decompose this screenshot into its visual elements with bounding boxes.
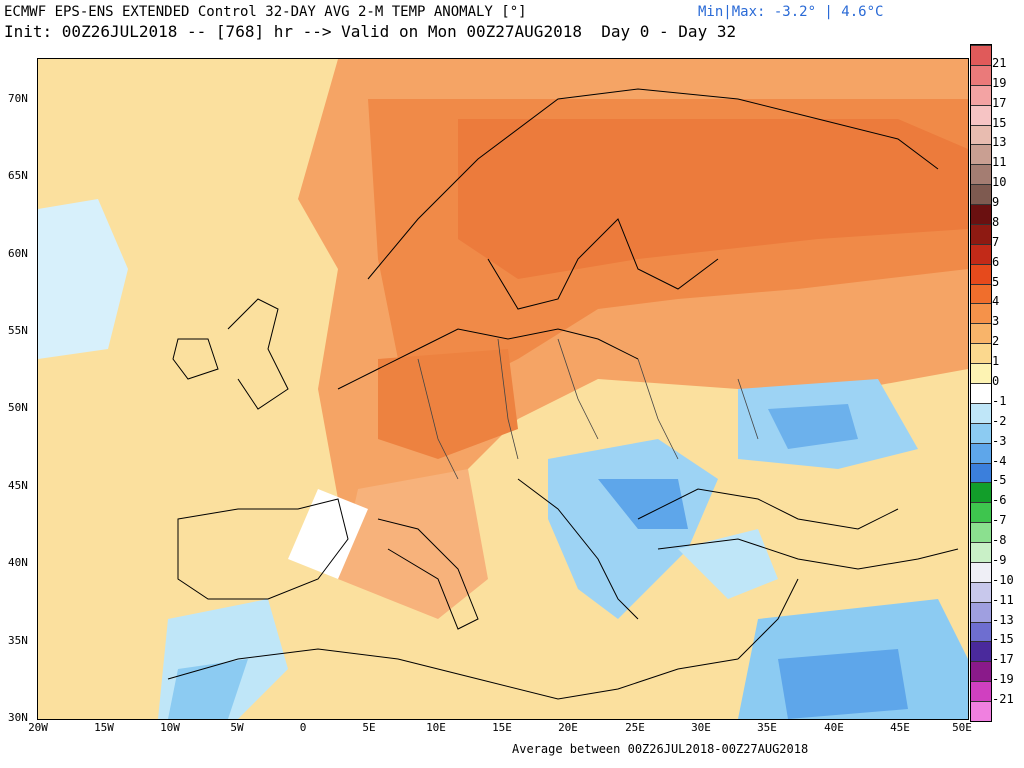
colorbar-label: 13 (992, 135, 1007, 150)
colorbar-segment (971, 283, 991, 304)
colorbar-label: 9 (992, 195, 1000, 210)
lon-label-0: 0 (299, 721, 307, 734)
colorbar-label: -21 (992, 692, 1014, 707)
lon-label-5e: 5E (362, 721, 376, 734)
lon-label-25e: 25E (625, 721, 645, 734)
colorbar-segment (971, 204, 991, 224)
colorbar-label: 7 (992, 234, 1000, 249)
colorbar-label: -3 (992, 433, 1007, 448)
colorbar (970, 44, 992, 722)
lat-label-35n: 35N (8, 634, 28, 647)
colorbar-label: -4 (992, 453, 1007, 468)
lon-label-50e: 50E (952, 721, 972, 734)
colorbar-label: 10 (992, 175, 1007, 190)
colorbar-label: 15 (992, 115, 1007, 130)
colorbar-label: 11 (992, 155, 1007, 170)
colorbar-label: -6 (992, 493, 1007, 508)
colorbar-segment (971, 701, 991, 721)
colorbar-label: -8 (992, 533, 1007, 548)
colorbar-segment (971, 323, 991, 344)
lon-label-40e: 40E (824, 721, 844, 734)
lat-label-50n: 50N (8, 401, 28, 414)
colorbar-segment (971, 661, 991, 682)
lon-label-35e: 35E (757, 721, 777, 734)
colorbar-label: -2 (992, 413, 1007, 428)
lat-label-60n: 60N (8, 247, 28, 260)
colorbar-segment (971, 84, 991, 105)
minmax-readout: Min|Max: -3.2° | 4.6°C (698, 4, 884, 20)
colorbar-label: -17 (992, 652, 1014, 667)
colorbar-label: 5 (992, 274, 1000, 289)
colorbar-segment (971, 561, 991, 582)
colorbar-label: 19 (992, 75, 1007, 90)
colorbar-segment (971, 303, 991, 324)
colorbar-segment (971, 363, 991, 383)
colorbar-segment (971, 164, 991, 185)
colorbar-segment (971, 621, 991, 642)
lat-label-30n: 30N (8, 711, 28, 724)
colorbar-segment (971, 542, 991, 562)
colorbar-label: -19 (992, 672, 1014, 687)
colorbar-segment (971, 223, 991, 244)
colorbar-segment (971, 383, 991, 403)
colorbar-label: 2 (992, 334, 1000, 349)
colorbar-segment (971, 124, 991, 145)
colorbar-segment (971, 422, 991, 443)
average-period-text: Average between 00Z26JUL2018-00Z27AUG201… (512, 742, 809, 756)
colorbar-segment (971, 64, 991, 85)
colorbar-segment (971, 462, 991, 483)
lat-label-40n: 40N (8, 556, 28, 569)
colorbar-segment (971, 343, 991, 364)
lon-label-30e: 30E (691, 721, 711, 734)
colorbar-segment (971, 502, 991, 523)
colorbar-segment (971, 482, 991, 503)
colorbar-segment (971, 144, 991, 165)
colorbar-segment (971, 263, 991, 284)
lat-label-65n: 65N (8, 169, 28, 182)
colorbar-label: -7 (992, 513, 1007, 528)
anomaly-map (37, 58, 969, 720)
colorbar-segment (971, 641, 991, 662)
lat-label-45n: 45N (8, 479, 28, 492)
colorbar-segment (971, 104, 991, 125)
colorbar-segment (971, 601, 991, 622)
lon-label-15e: 15E (492, 721, 512, 734)
colorbar-label: -5 (992, 473, 1007, 488)
colorbar-label: 8 (992, 214, 1000, 229)
lon-label-10w: 10W (160, 721, 180, 734)
lon-label-10e: 10E (426, 721, 446, 734)
lon-label-15w: 15W (94, 721, 114, 734)
colorbar-label: 6 (992, 254, 1000, 269)
colorbar-label: -11 (992, 592, 1014, 607)
colorbar-segment (971, 45, 991, 65)
colorbar-label: 21 (992, 55, 1007, 70)
lat-label-70n: 70N (8, 92, 28, 105)
colorbar-segment (971, 681, 991, 702)
chart-title: ECMWF EPS-ENS EXTENDED Control 32-DAY AV… (4, 4, 527, 20)
lon-label-20w: 20W (28, 721, 48, 734)
colorbar-label: 4 (992, 294, 1000, 309)
colorbar-segment (971, 243, 991, 264)
colorbar-segment (971, 442, 991, 463)
colorbar-label: -9 (992, 552, 1007, 567)
colorbar-segment (971, 184, 991, 205)
map-canvas (38, 59, 968, 719)
lon-label-45e: 45E (890, 721, 910, 734)
colorbar-label: -15 (992, 632, 1014, 647)
lon-label-20e: 20E (558, 721, 578, 734)
colorbar-segment (971, 581, 991, 602)
colorbar-segment (971, 522, 991, 543)
lat-label-55n: 55N (8, 324, 28, 337)
colorbar-label: -10 (992, 572, 1014, 587)
colorbar-label: -1 (992, 393, 1007, 408)
colorbar-label: 3 (992, 314, 1000, 329)
colorbar-segment (971, 402, 991, 423)
colorbar-label: -13 (992, 612, 1014, 627)
lon-label-5w: 5W (230, 721, 244, 734)
colorbar-label: 0 (992, 374, 1000, 388)
init-valid-line: Init: 00Z26JUL2018 -- [768] hr --> Valid… (4, 22, 737, 41)
colorbar-label: 17 (992, 95, 1007, 110)
colorbar-label: 1 (992, 354, 1000, 369)
